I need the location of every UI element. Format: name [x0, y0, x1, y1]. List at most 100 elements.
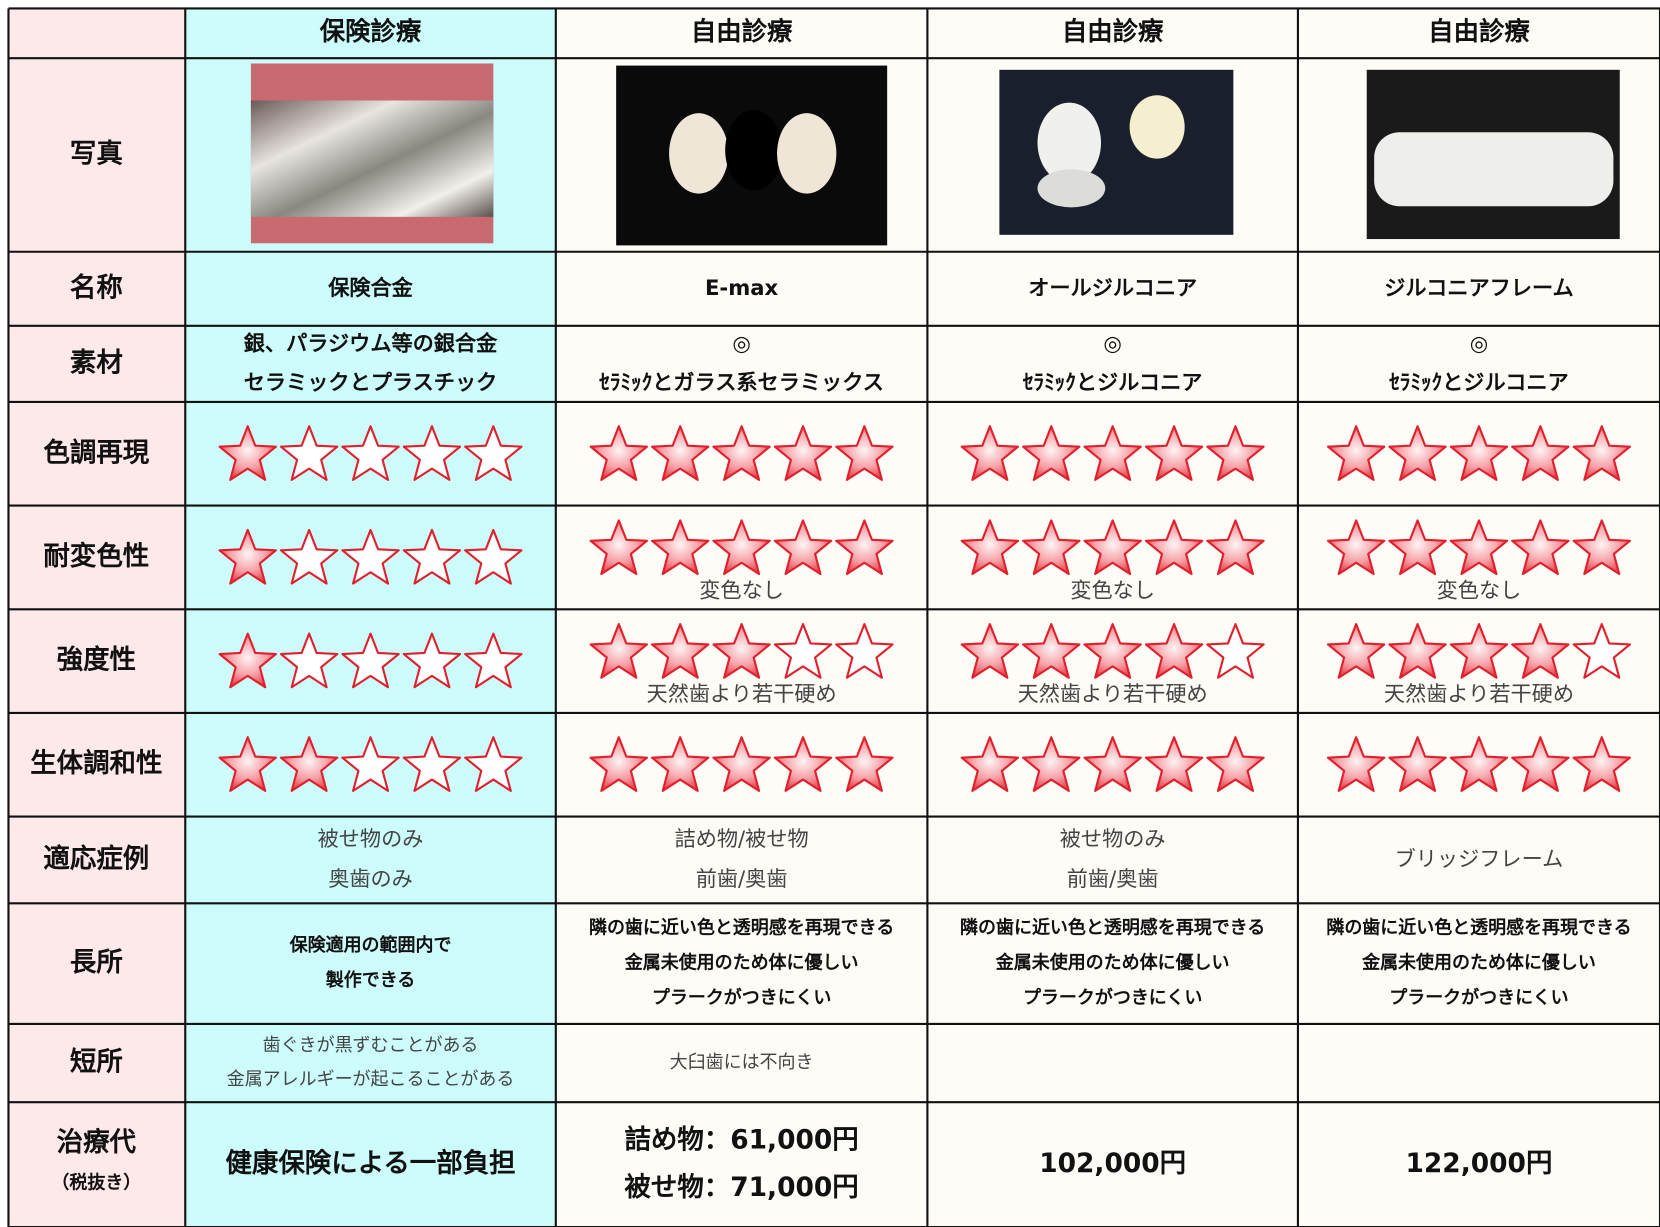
cell-text: 被せ物のみ [318, 826, 424, 851]
rating-star [1572, 736, 1631, 792]
column-header: 自由診療 [691, 16, 793, 46]
cell [927, 251, 1298, 326]
rating-star [1511, 623, 1570, 679]
rating-star [464, 528, 523, 585]
cell [927, 903, 1298, 1024]
row-label: 長所 [70, 947, 123, 978]
row-label: 耐変色性 [43, 541, 149, 572]
cell-text: 奥歯のみ [328, 866, 413, 891]
row-label: 写真 [70, 138, 123, 169]
row-label: 生体調和性 [30, 748, 162, 779]
rating-star [1326, 623, 1386, 679]
rating-note: 変色なし [1437, 577, 1522, 602]
rating-star [650, 736, 710, 792]
row-label: 色調再現 [43, 437, 149, 468]
row-label: 短所 [70, 1047, 123, 1078]
column-header: 保険診療 [319, 16, 422, 46]
rating-star [1388, 519, 1447, 576]
cell-text: ◎ [1470, 330, 1488, 355]
cell-text: プラークがつきにくい [1023, 987, 1202, 1009]
rating-star [650, 519, 710, 576]
cell [8, 903, 186, 1024]
row-label: 名称 [70, 272, 123, 303]
cell-text: 金属未使用のため体に優しい [995, 952, 1230, 974]
rating-star [712, 519, 771, 576]
cell [1297, 816, 1660, 904]
rating-note: 天然歯より若干硬め [1384, 681, 1574, 706]
cell-text: ジルコニアフレーム [1384, 275, 1573, 300]
rating-star [464, 736, 523, 792]
cell-text: 詰め物/被せ物 [675, 826, 809, 851]
cell-text: 前歯/奥歯 [1067, 866, 1159, 891]
photo-zirconia [999, 69, 1234, 235]
rating-star [960, 623, 1020, 679]
cell [555, 8, 928, 59]
cell [8, 609, 186, 713]
cell [1297, 1023, 1660, 1103]
rating-star [773, 736, 833, 792]
rating-star [1083, 623, 1142, 679]
rating-star [1206, 736, 1265, 792]
rating-star [960, 425, 1020, 481]
rating-star [402, 425, 462, 481]
rating-note: 変色なし [1070, 577, 1155, 602]
rating-star [1511, 519, 1570, 576]
rating-star [1144, 623, 1204, 679]
rating-star [218, 632, 277, 689]
rating-star [773, 623, 833, 679]
rating-star [589, 425, 649, 481]
rating-star [218, 736, 277, 792]
cell-text: 健康保険による一部負担 [225, 1148, 515, 1179]
rating-star [218, 528, 277, 585]
rating-star [712, 623, 771, 679]
rating-star [650, 623, 710, 679]
rating-star [773, 425, 833, 481]
cell [8, 401, 186, 506]
rating-star [279, 736, 339, 792]
cell [185, 816, 556, 904]
rating-star [1022, 519, 1081, 576]
rating-star [835, 623, 894, 679]
rating-star [1022, 623, 1081, 679]
cell-text: 122,000円 [1406, 1148, 1553, 1179]
rating-star [589, 623, 649, 679]
rating-star [1022, 425, 1081, 481]
rating-star [464, 425, 523, 481]
rating-star [279, 528, 339, 585]
cell-text: ◎ [732, 330, 750, 355]
rating-star [1449, 736, 1509, 792]
cell [555, 325, 928, 402]
cell [1297, 1102, 1660, 1227]
rating-note: 変色なし [699, 577, 784, 602]
cell [8, 1102, 186, 1227]
rating-star [1449, 425, 1509, 481]
rating-star [589, 736, 649, 792]
cell [185, 1102, 556, 1227]
cell-text: ｾﾗﾐｯｸとガラス系セラミックス [598, 369, 884, 394]
cell [927, 1023, 1298, 1103]
cell [555, 1102, 928, 1227]
cell-text: 保険適用の範囲内で [289, 934, 452, 956]
rating-star [1206, 425, 1265, 481]
rating-star [464, 632, 523, 689]
rating-star [650, 425, 710, 481]
cell-text: ブリッジフレーム [1395, 846, 1564, 871]
rating-star [773, 519, 833, 576]
rating-star [1572, 519, 1631, 576]
cell [927, 325, 1298, 402]
rating-star [402, 736, 462, 792]
rating-star [960, 519, 1020, 576]
cell [8, 58, 186, 252]
cell [555, 903, 928, 1024]
rating-star [1083, 736, 1142, 792]
rating-star [1388, 623, 1447, 679]
rating-star [1572, 425, 1631, 481]
cell [927, 8, 1298, 59]
cell [8, 712, 186, 817]
cell-text: 詰め物：61,000円 [624, 1124, 858, 1155]
rating-star [1388, 736, 1447, 792]
rating-star [279, 425, 339, 481]
rating-star [218, 425, 277, 481]
cell [8, 325, 186, 402]
